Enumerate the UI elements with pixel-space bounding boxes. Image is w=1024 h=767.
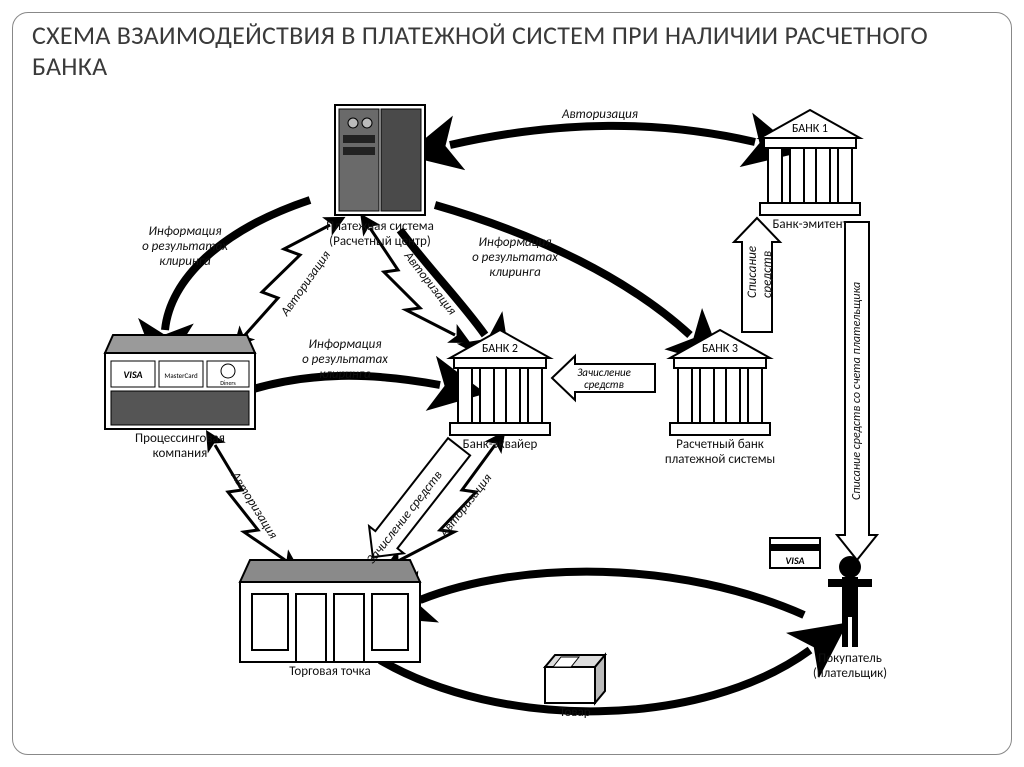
blocklabel-debit-2: Списание средств со счета плательщика (850, 282, 864, 500)
label-processing: Процессинговаякомпания (110, 432, 250, 462)
node-acquirer-bank: БАНК 2 (450, 330, 550, 435)
edgelabel-clearing-3: Информацияо результатахклиринга (290, 338, 400, 383)
label-payment-system: Платежная система(Расчетный центр) (305, 220, 455, 250)
svg-text:MasterCard: MasterCard (164, 371, 198, 380)
node-processing: VISA MasterCard Diners (105, 335, 255, 429)
svg-text:средств: средств (584, 378, 624, 391)
label-buyer: Покупатель(плательщик) (800, 652, 900, 682)
svg-text:БАНК 3: БАНК 3 (702, 342, 738, 356)
edgelabel-clearing-1: Информацияо результатахклиринга (130, 225, 240, 270)
svg-text:VISA: VISA (123, 368, 142, 381)
node-issuing-bank: БАНК 1 (760, 110, 860, 215)
svg-text:БАНК 2: БАНК 2 (482, 342, 518, 356)
edge-ps-to-issuer (450, 126, 755, 145)
label-issuing-bank: Банк-эмитент (760, 218, 860, 233)
label-settlement: Расчетный банкплатежной системы (650, 438, 790, 468)
buyer-card-icon: VISA (770, 538, 820, 568)
svg-text:БАНК 1: БАНК 1 (792, 122, 828, 136)
edgelabel-clearing-2: Информацияо результатахклиринга (460, 236, 570, 281)
label-acquirer: Банк-эквайер (450, 438, 550, 453)
edge-buyer-to-merchant (420, 572, 804, 615)
node-goods (545, 655, 605, 703)
node-buyer (828, 556, 872, 647)
block-settle-to-acq: Зачисление средств (552, 356, 655, 400)
node-merchant (240, 560, 420, 662)
node-settlement-bank: БАНК 3 (670, 330, 770, 435)
diagram-frame: СХЕМА ВЗАИМОДЕЙСТВИЯ В ПЛАТЕЖНОЙ СИСТЕМ … (0, 0, 1024, 767)
label-merchant: Торговая точка (275, 665, 385, 680)
node-payment-system (335, 105, 425, 215)
svg-text:VISA: VISA (785, 554, 804, 567)
label-goods: Товар (545, 706, 605, 721)
blocklabel-debit-1: Списаниесредств (745, 246, 775, 298)
svg-text:Diners: Diners (220, 379, 236, 387)
edgelabel-authorize-1: Авторизация (555, 108, 645, 123)
